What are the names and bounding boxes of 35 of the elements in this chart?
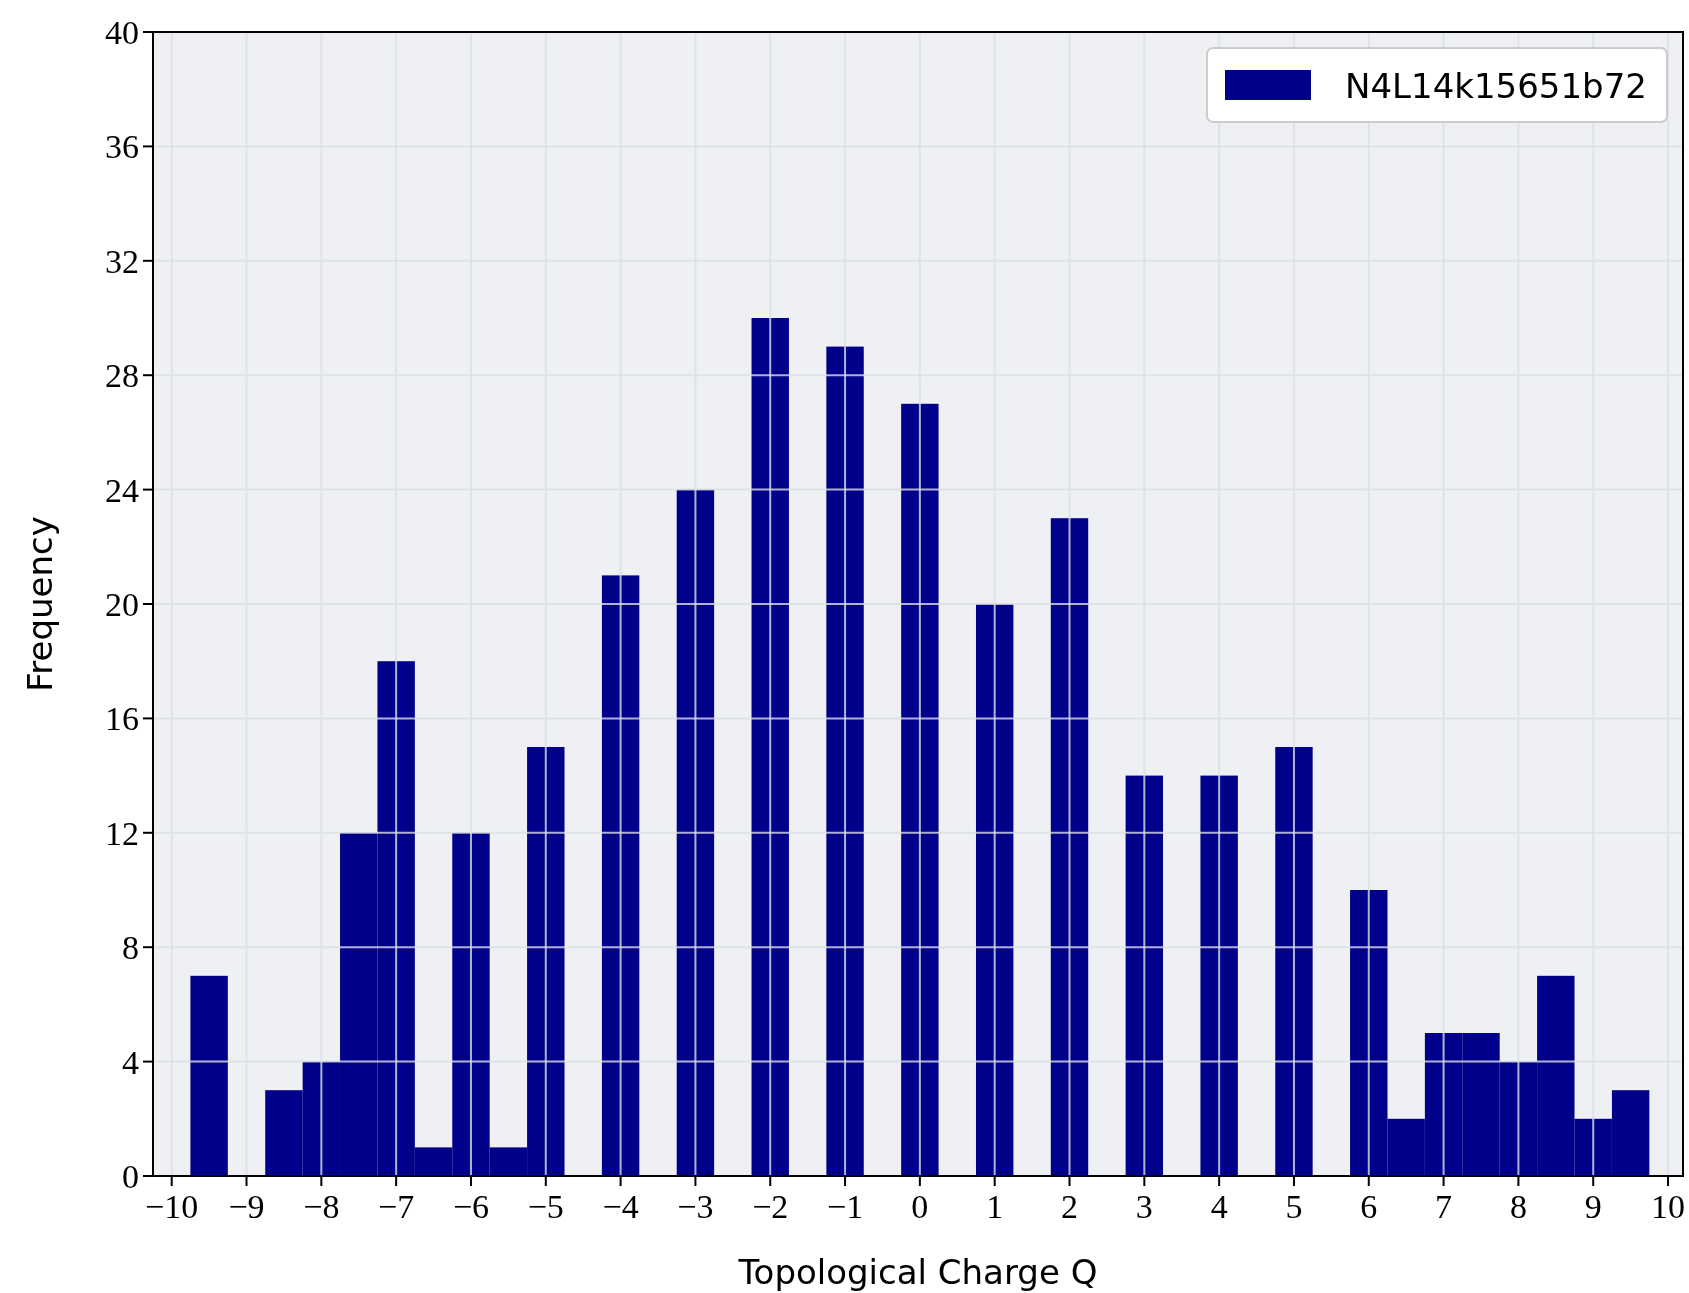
x-tick-label: 0	[911, 1188, 929, 1225]
x-tick-label: 2	[1061, 1188, 1078, 1225]
x-tick-label: 10	[1651, 1188, 1686, 1225]
x-tick-label: −2	[752, 1188, 789, 1225]
y-tick-label: 12	[105, 814, 139, 852]
x-tick-label: 7	[1435, 1188, 1453, 1225]
x-axis-title: Topological Charge Q	[737, 1252, 1098, 1292]
x-tick-label: 8	[1509, 1188, 1527, 1225]
x-tick-label: 3	[1135, 1188, 1153, 1225]
x-tick-label: −9	[228, 1188, 265, 1225]
x-tick-label: −5	[527, 1188, 564, 1225]
x-tick-label: −10	[145, 1188, 199, 1225]
x-tick-label: −4	[602, 1188, 639, 1225]
y-tick-label: 4	[122, 1043, 139, 1081]
x-tick-label: −6	[452, 1188, 490, 1225]
y-tick-label: 0	[122, 1158, 139, 1195]
y-tick-label: 16	[105, 700, 139, 738]
legend-label: N4L14k15651b72	[1345, 66, 1647, 106]
x-tick-label: 5	[1285, 1188, 1303, 1225]
x-tick-label: 1	[986, 1188, 1004, 1225]
x-tick-label: 9	[1584, 1188, 1602, 1225]
x-tick-label: 6	[1360, 1188, 1378, 1225]
y-tick-label: 8	[122, 929, 139, 967]
y-axis-title: Frequency	[20, 516, 60, 692]
x-tick-label: −8	[303, 1188, 340, 1225]
y-tick-label: 28	[105, 357, 139, 395]
x-tick-label: 4	[1210, 1188, 1228, 1225]
x-tick-label: −3	[677, 1188, 714, 1225]
y-tick-label: 24	[105, 471, 139, 509]
y-tick-label: 32	[105, 242, 139, 280]
y-tick-label: 20	[105, 586, 139, 623]
x-tick-label: −7	[378, 1188, 415, 1225]
y-tick-label: 36	[105, 128, 139, 166]
y-tick-label: 40	[105, 14, 139, 51]
x-tick-label: −1	[826, 1188, 864, 1225]
